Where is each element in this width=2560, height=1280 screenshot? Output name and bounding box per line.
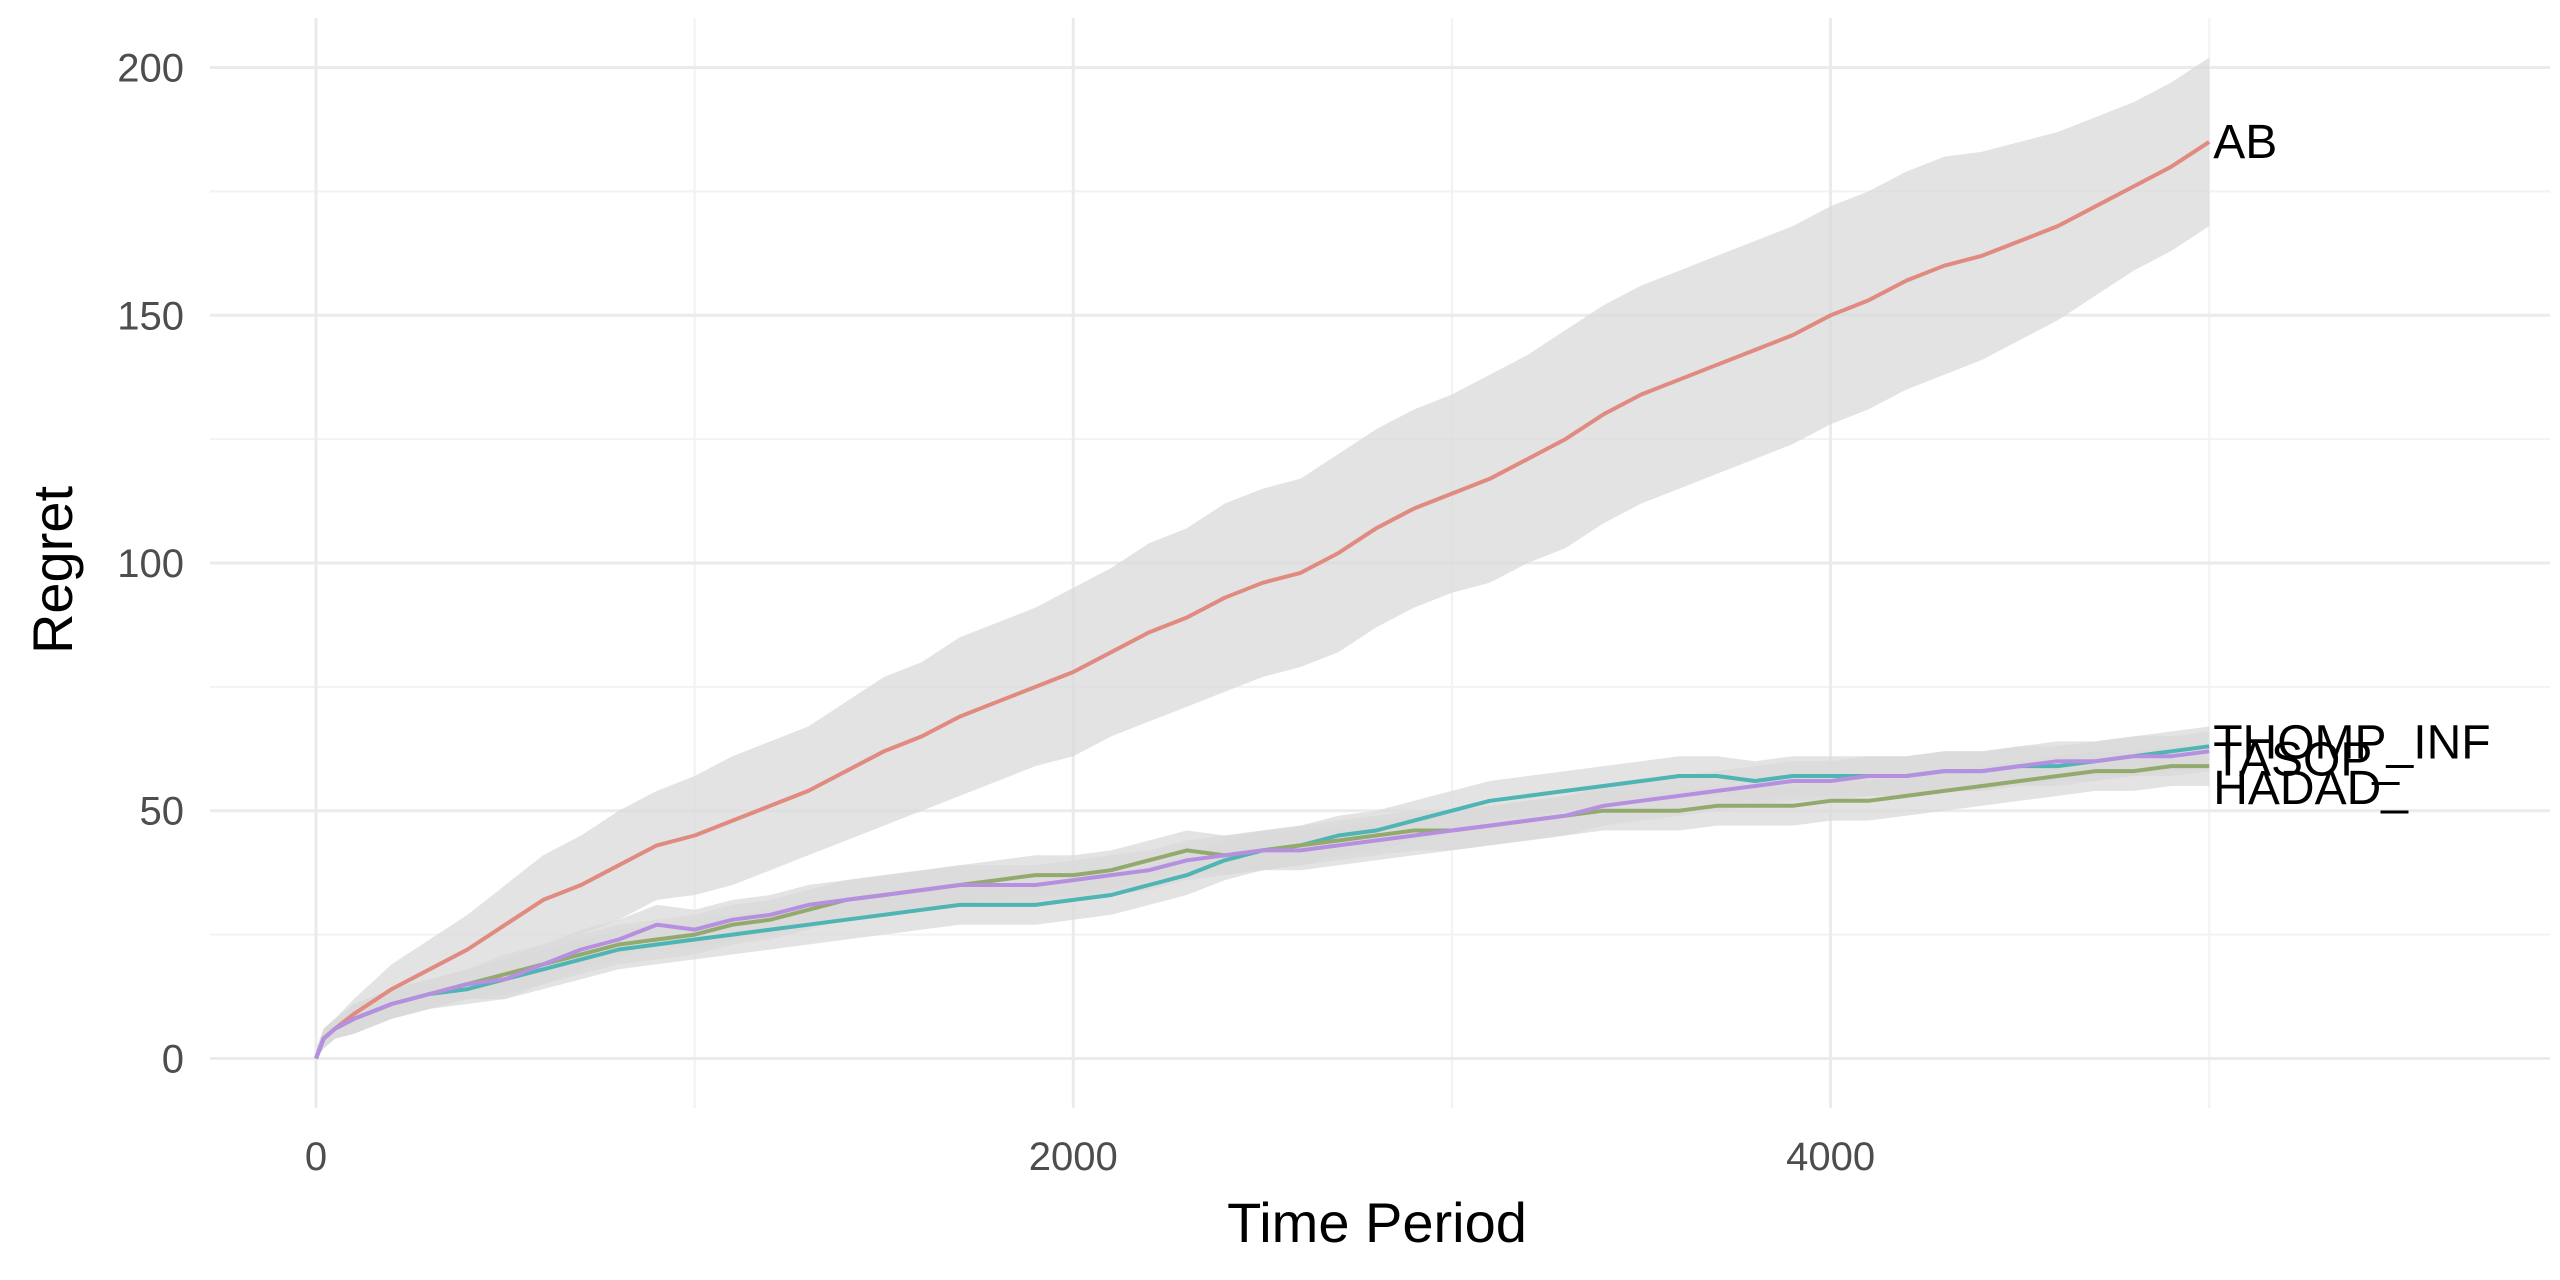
series-end-label: AB	[2213, 116, 2277, 169]
y-tick-label: 0	[162, 1037, 184, 1081]
y-axis-title: Regret	[21, 486, 84, 655]
series-end-label: TASOP_	[2213, 733, 2400, 786]
y-tick-label: 50	[140, 790, 185, 834]
confidence-band	[316, 746, 2210, 1059]
x-axis-title: Time Period	[1227, 1191, 1527, 1254]
x-axis-ticks: 0 2000 4000	[305, 1135, 1875, 1179]
y-axis-ticks: 0 50 100 150 200	[117, 47, 184, 1082]
y-tick-label: 200	[117, 47, 184, 91]
series-lines	[314, 140, 2211, 1060]
series-line	[314, 140, 2211, 1060]
x-tick-label: 2000	[1029, 1135, 1118, 1179]
x-tick-label: 0	[305, 1135, 327, 1179]
x-tick-label: 4000	[1786, 1135, 1875, 1179]
confidence-band	[316, 57, 2210, 1059]
confidence-bands	[316, 57, 2210, 1059]
y-tick-label: 100	[117, 542, 184, 586]
series-end-label: HADAD_	[2213, 762, 2409, 815]
series-line	[314, 749, 2210, 1060]
y-tick-label: 150	[117, 294, 184, 338]
series-end-label: THOMP_INF	[2213, 716, 2490, 769]
